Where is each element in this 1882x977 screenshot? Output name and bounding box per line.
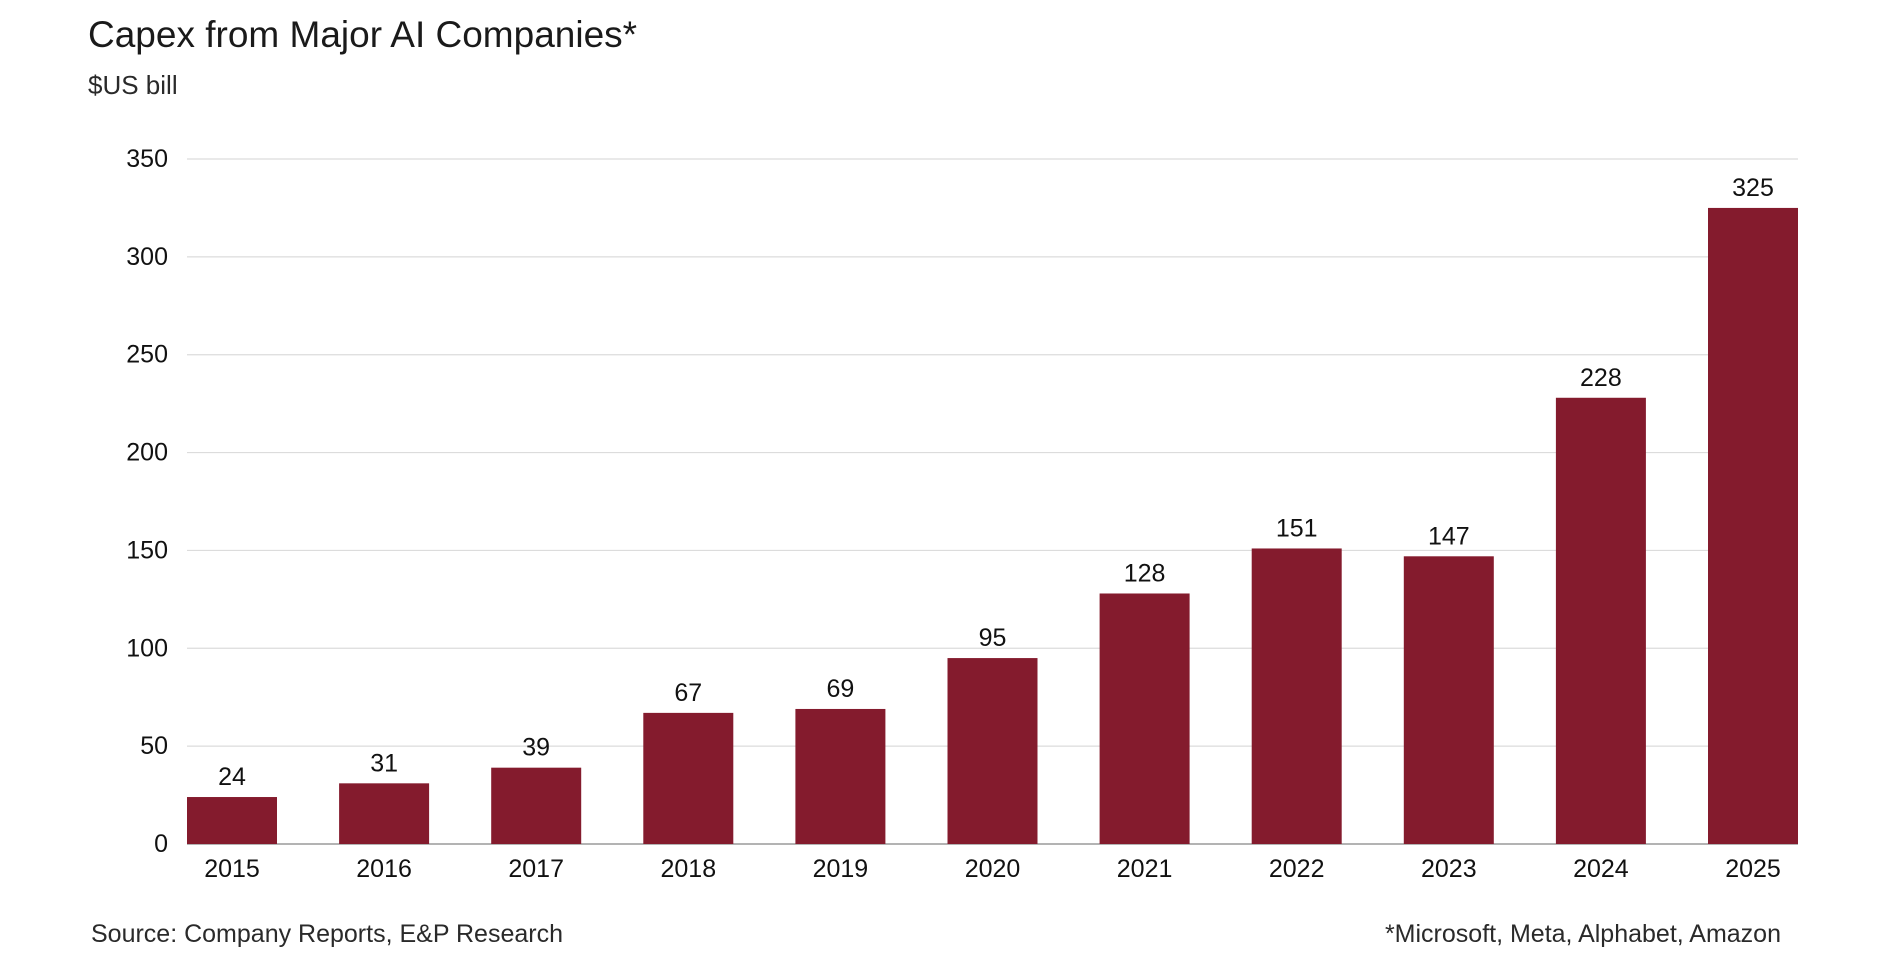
x-category-label: 2021 — [1117, 855, 1173, 883]
bar-2015 — [187, 797, 277, 844]
y-axis-ticks: 0 50 100 150 200 250 300 350 — [126, 145, 168, 858]
y-tick-label: 350 — [126, 145, 168, 173]
data-label-2023: 147 — [1428, 522, 1470, 550]
data-label-2016: 31 — [370, 749, 398, 777]
x-category-label: 2024 — [1573, 855, 1629, 883]
chart-subtitle: $US bill — [88, 70, 178, 100]
x-category-label: 2020 — [965, 855, 1021, 883]
bar-2018 — [643, 712, 734, 844]
x-category-label: 2023 — [1421, 855, 1477, 883]
x-category-label: 2016 — [356, 855, 412, 883]
bar-2024 — [1555, 397, 1646, 844]
bar-2016 — [339, 783, 430, 844]
x-category-label: 2017 — [508, 855, 564, 883]
data-label-2022: 151 — [1276, 514, 1318, 542]
footnote: *Microsoft, Meta, Alphabet, Amazon — [1384, 920, 1781, 948]
bars — [187, 207, 1798, 844]
data-label-2019: 69 — [826, 675, 854, 703]
chart-title: Capex from Major AI Companies* — [88, 14, 638, 55]
y-tick-label: 300 — [126, 243, 168, 271]
data-labels: 24 31 39 67 69 95 128 151 147 228 325 — [218, 174, 1774, 791]
data-label-2017: 39 — [522, 734, 550, 762]
bar-2025 — [1708, 207, 1798, 844]
x-category-label: 2025 — [1725, 855, 1781, 883]
data-label-2015: 24 — [218, 763, 246, 791]
bar-2022 — [1251, 548, 1342, 844]
data-label-2025: 325 — [1732, 174, 1774, 202]
bar-2019 — [795, 708, 886, 844]
x-axis-categories: 2015 2016 2017 2018 2019 2020 2021 2022 2023 2024… — [204, 855, 1781, 883]
bar-2023 — [1403, 556, 1494, 844]
y-tick-label: 200 — [126, 439, 168, 467]
data-label-2021: 128 — [1124, 559, 1166, 587]
gridlines — [187, 158, 1798, 845]
x-category-label: 2019 — [813, 855, 869, 883]
y-tick-label: 50 — [140, 732, 168, 760]
y-tick-label: 150 — [126, 536, 168, 564]
bar-2017 — [491, 767, 582, 844]
bar-2020 — [947, 658, 1038, 844]
x-category-label: 2022 — [1269, 855, 1325, 883]
data-label-2024: 228 — [1580, 364, 1622, 392]
y-tick-label: 0 — [154, 830, 168, 858]
data-label-2020: 95 — [979, 624, 1007, 652]
bar-2021 — [1099, 593, 1190, 844]
source-note: Source: Company Reports, E&P Research — [91, 920, 563, 948]
data-label-2018: 67 — [674, 679, 702, 707]
x-category-label: 2018 — [660, 855, 716, 883]
y-tick-label: 250 — [126, 341, 168, 369]
y-tick-label: 100 — [126, 634, 168, 662]
x-category-label: 2015 — [204, 855, 260, 883]
